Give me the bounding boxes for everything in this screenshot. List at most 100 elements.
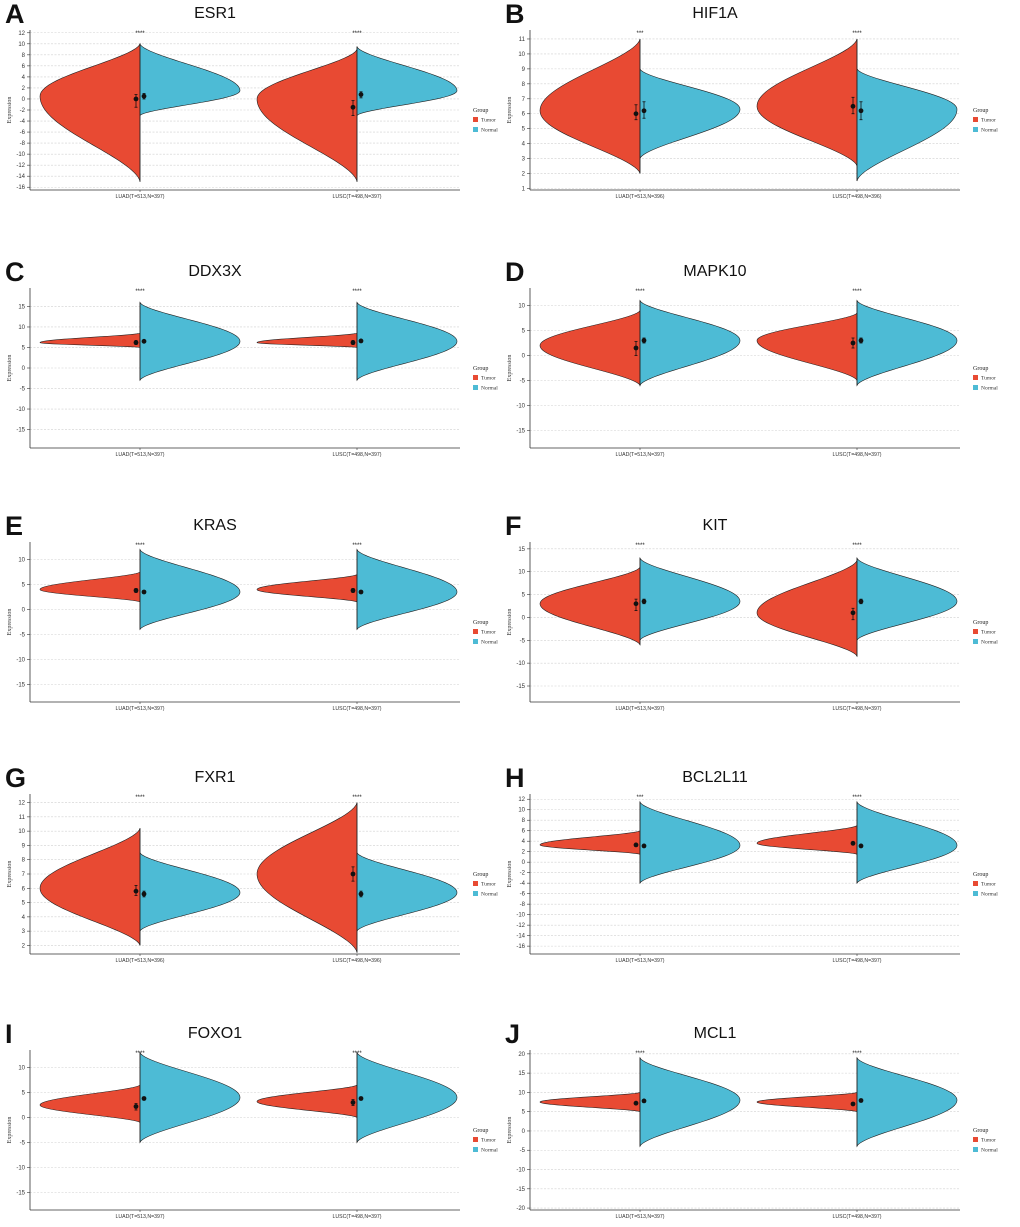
y-tick-label: 5 [522,593,526,599]
significance-label: **** [135,289,145,295]
y-axis-label: Expression [507,1117,513,1144]
y-tick-label: 3 [522,157,526,163]
violin-chart-f: F KIT 15 10 5 0 -5 -10 -15 Expression **** LUAD(T=5… [505,511,998,712]
y-tick-label: 3 [22,929,26,935]
legend-tumor-swatch [473,375,478,380]
y-tick-label: 10 [18,558,25,564]
median-point-tumor [633,111,639,117]
panel-letter: B [505,0,525,29]
legend-tumor-label: Tumor [981,118,996,124]
legend-tumor-swatch [973,375,978,380]
y-tick-label: 5 [22,901,26,907]
legend-title: Group [473,366,488,372]
legend-normal-swatch [473,1147,478,1152]
x-category-label: LUAD(T=513,N=397) [615,452,664,458]
y-tick-label: 4 [22,915,26,921]
y-tick-label: -5 [520,638,526,644]
y-tick-label: 5 [22,583,26,589]
y-tick-label: -15 [16,428,25,434]
y-tick-label: 0 [522,354,526,360]
legend-tumor-label: Tumor [481,882,496,888]
violin-normal-1 [856,68,958,182]
y-axis-label: Expression [7,355,13,382]
x-category-label: LUAD(T=513,N=397) [115,194,164,200]
y-tick-label: -6 [20,130,26,136]
median-point-normal [141,891,147,897]
x-category-label: LUAD(T=513,N=397) [615,706,664,712]
violin-normal-0 [639,556,741,642]
violin-chart-d: D MAPK10 10 5 0 -5 -10 -15 Expression **** LUAD(T=… [505,257,998,458]
median-point-tumor [350,871,356,877]
x-category-label: LUAD(T=513,N=397) [115,452,164,458]
violin-chart-e: E KRAS 10 5 0 -5 -10 -15 Expression **** LUAD(T=51… [5,511,498,712]
panel-letter: E [5,511,23,541]
median-point-normal [358,589,364,595]
y-axis-label: Expression [507,355,513,382]
y-tick-label: 5 [522,329,526,335]
median-point-tumor [133,1104,139,1109]
median-point-normal [858,338,864,343]
chart-title: KRAS [193,517,237,534]
legend-title: Group [473,620,488,626]
violin-tumor-0 [539,1091,641,1113]
median-point-normal [358,92,364,97]
violin-normal-0 [139,851,241,933]
violin-chart-g: G FXR1 12 11 10 9 8 7 6 5 4 3 2 Expression **** LUAD(T=… [5,763,498,964]
significance-label: **** [135,543,145,549]
y-tick-label: 2 [22,86,26,92]
y-axis-label: Expression [507,609,513,636]
legend-normal-label: Normal [481,128,498,134]
y-tick-label: 8 [22,858,26,864]
median-point-normal [641,338,647,343]
y-tick-label: 11 [19,815,26,821]
violin-chart-i: I FOXO1 10 5 0 -5 -10 -15 Expression **** LUAD(T=5… [5,1019,498,1220]
violin-normal-0 [139,43,241,117]
violin-tumor-0 [39,571,141,603]
legend-normal-swatch [973,891,978,896]
y-tick-label: 10 [18,42,25,48]
violin-normal-0 [139,1051,241,1144]
y-tick-label: 20 [518,1052,525,1058]
x-category-label: LUAD(T=513,N=397) [615,1214,664,1220]
y-tick-label: -6 [520,892,526,898]
legend-tumor-label: Tumor [981,1138,996,1144]
y-tick-label: 7 [22,872,26,878]
panel-c: C DDX3X 15 10 5 0 -5 -10 -15 Expression **** LUAD(T… [0,257,505,463]
panel-g: G FXR1 12 11 10 9 8 7 6 5 4 3 2 Expression **** LUAD(T=… [0,763,505,969]
legend-title: Group [473,108,488,114]
y-tick-label: -10 [516,404,525,410]
violin-chart-b: B HIF1A 11 10 9 8 7 6 5 4 3 2 1 Expression *** LUAD(T=5… [505,0,998,200]
y-tick-label: 10 [518,304,525,310]
significance-label: **** [635,543,645,549]
significance-label: **** [352,31,362,37]
chart-title: FXR1 [195,769,236,786]
x-category-label: LUSC(T=498,N=397) [332,194,381,200]
y-tick-label: -5 [520,379,526,385]
y-tick-label: -10 [16,152,25,158]
legend-normal-label: Normal [981,128,998,134]
y-tick-label: 8 [522,82,526,88]
y-tick-label: 10 [18,325,25,331]
y-tick-label: -10 [16,407,25,413]
y-tick-label: 5 [22,345,26,351]
y-tick-label: 12 [18,31,25,37]
median-point-normal [641,1098,647,1104]
y-tick-label: 9 [22,843,26,849]
y-tick-label: 10 [518,52,525,58]
panel-i: I FOXO1 10 5 0 -5 -10 -15 Expression **** LUAD(T=5… [0,1019,505,1225]
chart-title: ESR1 [194,5,236,22]
legend-tumor-label: Tumor [481,630,496,636]
legend-title: Group [973,872,988,878]
x-category-label: LUSC(T=498,N=396) [832,194,881,200]
y-tick-label: -10 [16,1166,25,1172]
violin-normal-0 [139,548,241,631]
violin-normal-1 [356,46,458,117]
panel-letter: I [5,1019,13,1049]
violin-tumor-1 [256,332,358,348]
median-point-tumor [850,103,856,109]
violin-normal-1 [356,301,458,382]
y-axis-label: Expression [507,97,513,124]
y-tick-label: 7 [522,97,526,103]
y-tick-label: 0 [522,1129,526,1135]
median-point-tumor [133,588,139,593]
